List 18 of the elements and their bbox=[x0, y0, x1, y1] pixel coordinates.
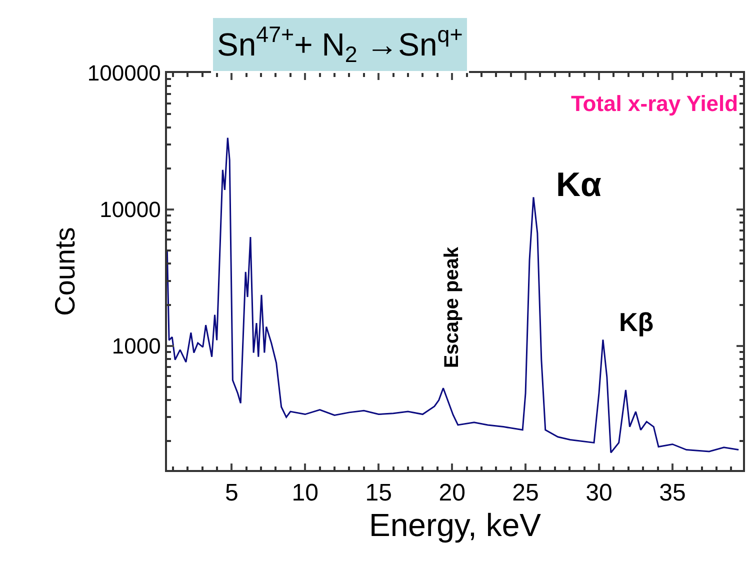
line-series bbox=[167, 137, 740, 454]
x-tick-label: 20 bbox=[438, 480, 466, 507]
x-tick-label: 15 bbox=[365, 480, 392, 507]
x-tick-label: 10 bbox=[292, 480, 318, 507]
y-tick-label: 1000 bbox=[112, 334, 161, 359]
annotation: Total x-ray Yield bbox=[571, 91, 738, 116]
annotation: Escape peak bbox=[441, 246, 464, 368]
chart-title: Sn$^{47+}$+ N$_{2}$ →Sn$^{q+}$ bbox=[217, 22, 463, 68]
x-axis-title: Energy, keV bbox=[369, 506, 542, 543]
y-tick-label: 100000 bbox=[87, 60, 161, 86]
x-tick-label: 5 bbox=[224, 480, 238, 507]
y-axis-title: Counts bbox=[50, 227, 81, 316]
x-tick-label: 25 bbox=[512, 480, 539, 507]
annotation: Kα bbox=[556, 166, 602, 204]
y-tick-label: 10000 bbox=[100, 197, 161, 222]
annotation: Kβ bbox=[619, 307, 654, 337]
x-tick-label: 35 bbox=[659, 480, 686, 507]
x-tick-label: 30 bbox=[586, 480, 612, 507]
